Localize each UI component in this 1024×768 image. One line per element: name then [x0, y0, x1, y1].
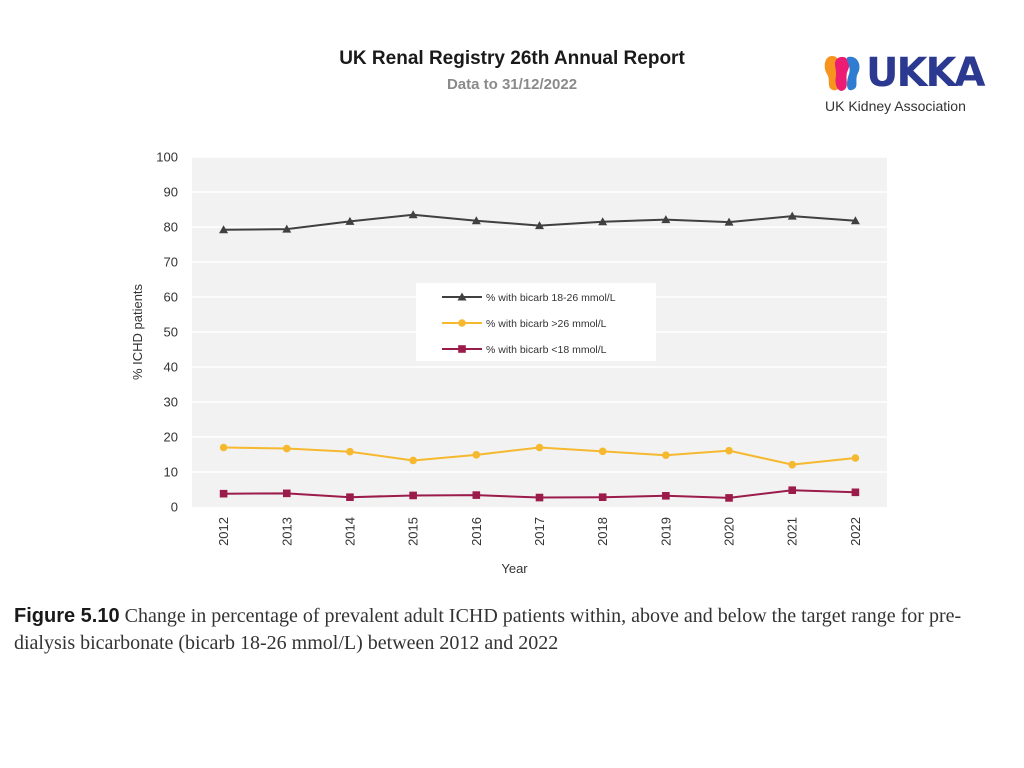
x-axis: 2012 2013 2014 2015 2016 2017 2018 2019 2020 2021…: [216, 517, 863, 546]
figure-label: Figure 5.10: [14, 605, 120, 627]
data-point: [458, 345, 466, 353]
x-tick-label: 2020: [722, 517, 737, 546]
data-point: [788, 486, 797, 494]
data-point: [282, 489, 291, 498]
data-point: [598, 447, 607, 456]
data-point: [346, 493, 354, 501]
y-axis: 0 10 20 30 40 50 60 70 80 90 100: [156, 150, 178, 515]
y-tick-label: 0: [171, 500, 178, 515]
data-point: [851, 488, 860, 497]
data-point: [725, 446, 733, 455]
x-tick-label: 2021: [785, 517, 800, 546]
report-subtitle: Data to 31/12/2022: [446, 76, 578, 93]
legend-label: % with bicarb <18 mmol/L: [486, 344, 607, 356]
data-point: [535, 443, 544, 452]
data-point: [408, 210, 418, 219]
data-point: [458, 319, 466, 327]
figure-caption: Figure 5.10 Change in percentage of prev…: [14, 603, 1014, 657]
data-point: [409, 491, 417, 500]
ukka-logo: UKKA UK Kidney Association: [822, 50, 997, 120]
y-tick-label: 50: [164, 325, 178, 340]
y-tick-label: 40: [164, 360, 178, 375]
data-point: [662, 451, 670, 460]
x-tick-label: 2017: [532, 517, 547, 546]
data-point: [661, 215, 671, 224]
data-point: [471, 216, 481, 225]
kidney-logo-icon: [824, 56, 860, 91]
data-point: [787, 211, 797, 220]
data-point: [219, 489, 228, 498]
series-circle: [219, 443, 860, 469]
legend-label: % with bicarb >26 mmol/L: [486, 318, 607, 330]
data-point: [457, 292, 467, 301]
x-tick-label: 2018: [595, 517, 610, 546]
data-point: [472, 451, 481, 459]
data-point: [851, 454, 860, 462]
x-tick-label: 2019: [658, 517, 673, 546]
data-point: [598, 217, 608, 226]
data-point: [535, 221, 544, 230]
x-axis-label: Year: [501, 561, 528, 576]
figure-caption-text: Change in percentage of prevalent adult …: [14, 605, 962, 654]
data-point: [850, 216, 860, 225]
data-point: [788, 460, 797, 469]
x-tick-label: 2016: [469, 517, 484, 546]
data-point: [598, 493, 607, 501]
legend: % with bicarb 18-26 mmol/L % with bicarb …: [416, 283, 656, 361]
y-tick-label: 60: [164, 290, 178, 305]
y-tick-label: 70: [164, 255, 178, 270]
x-tick-label: 2012: [216, 517, 231, 546]
data-point: [472, 491, 481, 499]
y-tick-label: 90: [164, 185, 178, 200]
y-tick-label: 80: [164, 220, 178, 235]
data-point: [219, 225, 229, 234]
y-tick-label: 100: [156, 150, 178, 165]
x-tick-label: 2015: [406, 517, 421, 546]
data-point: [409, 456, 417, 465]
data-point: [724, 217, 734, 226]
data-point: [219, 443, 228, 452]
data-point: [282, 444, 291, 453]
series-square: [219, 486, 860, 502]
legend-label: % with bicarb 18-26 mmol/L: [486, 292, 616, 304]
y-tick-label: 20: [164, 430, 178, 445]
series-triangle: [219, 210, 860, 234]
x-tick-label: 2022: [848, 517, 863, 546]
data-point: [345, 216, 355, 225]
data-point: [535, 493, 544, 502]
data-point: [662, 492, 670, 500]
logo-wordmark: UKKA: [866, 50, 985, 96]
data-point: [346, 447, 354, 456]
x-tick-label: 2013: [279, 517, 294, 546]
logo-name: UK Kidney Association: [825, 98, 966, 114]
y-tick-label: 30: [164, 395, 178, 410]
report-header: UK Renal Registry 26th Annual Report Dat…: [0, 48, 1024, 93]
data-point: [725, 494, 733, 502]
report-title: UK Renal Registry 26th Annual Report: [339, 48, 685, 69]
y-axis-label: % ICHD patients: [130, 283, 145, 380]
y-tick-label: 10: [164, 465, 178, 480]
x-tick-label: 2014: [342, 517, 357, 546]
series-group: [219, 210, 860, 502]
data-point: [282, 224, 292, 233]
